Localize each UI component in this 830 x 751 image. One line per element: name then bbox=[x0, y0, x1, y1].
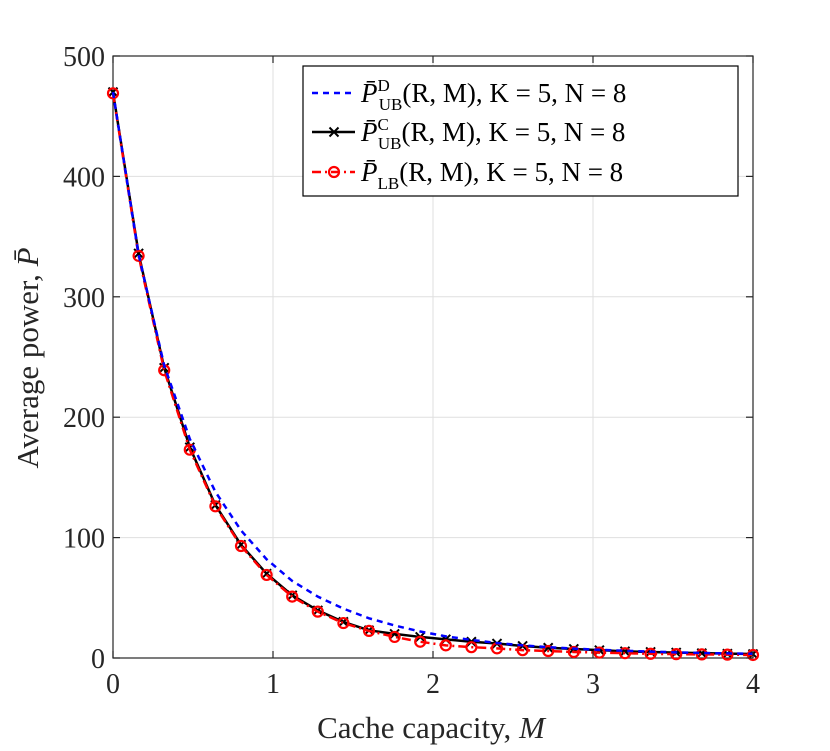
series-2-point-0 bbox=[106, 87, 120, 100]
legend-sub-ub-c: UB bbox=[378, 134, 402, 153]
legend-label-ub-d: P̄D UB(R, M), K = 5, N = 8 bbox=[360, 76, 626, 114]
legend-args-ub-d: (R, M) bbox=[402, 78, 476, 108]
series-1-point-17 bbox=[542, 642, 554, 653]
series-2-point-23 bbox=[695, 648, 708, 661]
x-tick-label: 1 bbox=[266, 669, 280, 700]
legend-entry-ub-c: P̄C UB(R, M), K = 5, N = 8 bbox=[312, 115, 625, 153]
x-axis-title-text: Cache capacity, bbox=[317, 710, 511, 745]
series-2-point-19 bbox=[593, 646, 606, 659]
x-tick-label: 4 bbox=[746, 669, 760, 700]
legend-label-ub-c: P̄C UB(R, M), K = 5, N = 8 bbox=[360, 115, 625, 153]
series-2-point-13 bbox=[439, 639, 452, 652]
legend-marker-ub-c bbox=[328, 126, 340, 138]
y-tick-label: 200 bbox=[63, 403, 105, 434]
series-2-point-7 bbox=[286, 590, 299, 603]
series-1-point-1 bbox=[133, 248, 144, 259]
y-tick-label: 100 bbox=[63, 524, 105, 555]
legend-params-ub-d: , K = 5, N = 8 bbox=[476, 78, 626, 108]
legend-base-lb: P̄ bbox=[360, 157, 378, 187]
y-tick-label: 500 bbox=[63, 42, 105, 73]
legend-marker-lb bbox=[327, 165, 341, 179]
legend-args-ub-c: (R, M) bbox=[401, 117, 475, 147]
legend-sub-lb: LB bbox=[378, 174, 400, 193]
y-axis-title-var: P̄ bbox=[10, 247, 45, 267]
series-2-point-25 bbox=[746, 648, 760, 662]
tick-layer: 0 1 2 3 4 0 100 200 300 400 500 bbox=[63, 42, 760, 700]
legend: P̄D UB(R, M), K = 5, N = 8 P̄C UB(R, M), K… bbox=[302, 65, 739, 197]
x-tick-label: 3 bbox=[586, 669, 600, 700]
legend-label-lb: P̄LB(R, M), K = 5, N = 8 bbox=[360, 157, 623, 193]
x-tick-label: 2 bbox=[426, 669, 440, 700]
x-axis-title-var: M bbox=[518, 710, 547, 745]
legend-sup-ub-c: C bbox=[378, 115, 389, 134]
series-2-point-6 bbox=[260, 568, 273, 582]
y-axis-title-text: Average power, bbox=[10, 274, 45, 468]
series-2-point-21 bbox=[644, 647, 657, 660]
series-2-point-22 bbox=[670, 648, 683, 661]
x-axis-title: Cache capacity, M bbox=[317, 710, 547, 745]
series-layer bbox=[106, 86, 760, 662]
series-2-point-5 bbox=[234, 539, 248, 553]
series-2-point-12 bbox=[414, 635, 427, 648]
legend-entry-lb: P̄LB(R, M), K = 5, N = 8 bbox=[312, 157, 623, 193]
series-2-point-14 bbox=[465, 641, 478, 654]
legend-box bbox=[302, 65, 739, 197]
legend-params-ub-c: , K = 5, N = 8 bbox=[475, 117, 625, 147]
series-2-point-24 bbox=[721, 648, 734, 661]
legend-base-ub-c: P̄ bbox=[360, 117, 378, 147]
y-tick-label: 0 bbox=[91, 644, 105, 675]
legend-params-lb: , K = 5, N = 8 bbox=[473, 157, 623, 187]
series-line-0 bbox=[111, 91, 754, 656]
legend-sup-ub-d: D bbox=[378, 76, 390, 95]
series-2-point-11 bbox=[388, 630, 401, 644]
y-tick-label: 300 bbox=[63, 283, 105, 314]
legend-sub-ub-d: UB bbox=[379, 95, 403, 114]
y-axis-title: Average power, P̄ bbox=[10, 247, 45, 468]
series-2-point-8 bbox=[311, 605, 324, 618]
series-2-point-4 bbox=[209, 500, 222, 513]
legend-args-lb: (R, M) bbox=[399, 157, 473, 187]
series-2-point-10 bbox=[362, 624, 376, 638]
legend-entry-ub-d: P̄D UB(R, M), K = 5, N = 8 bbox=[312, 76, 626, 114]
x-tick-label: 0 bbox=[106, 669, 120, 700]
series-2-point-20 bbox=[618, 647, 632, 660]
series-2-point-9 bbox=[337, 616, 350, 630]
y-tick-label: 400 bbox=[63, 162, 105, 193]
legend-base-ub-d: P̄ bbox=[360, 78, 378, 108]
series-2-point-17 bbox=[542, 644, 555, 658]
series-2-point-1 bbox=[132, 249, 145, 262]
series-2-point-18 bbox=[567, 645, 580, 659]
